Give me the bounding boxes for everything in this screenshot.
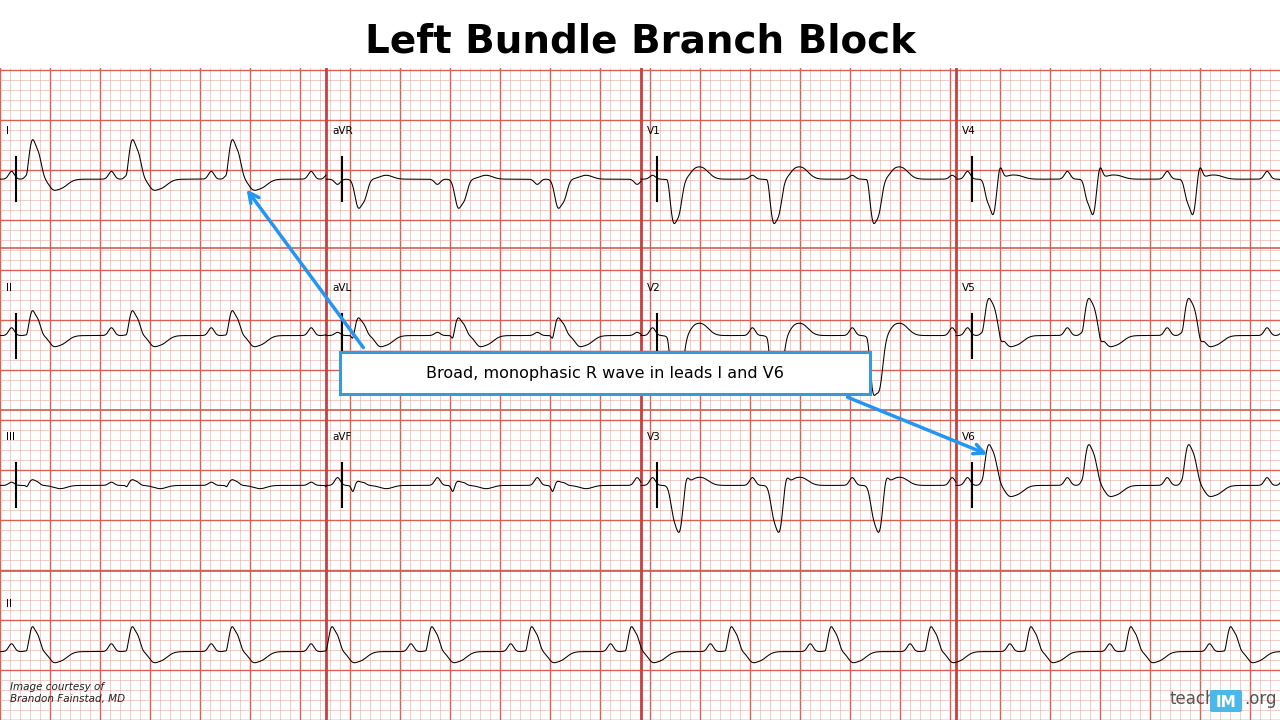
Text: IM: IM: [1216, 695, 1236, 709]
Text: .org: .org: [1244, 690, 1276, 708]
Text: II: II: [6, 282, 12, 292]
Text: teach: teach: [1170, 690, 1216, 708]
Text: Image courtesy of
Brandon Fainstad, MD: Image courtesy of Brandon Fainstad, MD: [10, 682, 125, 703]
Text: aVL: aVL: [332, 282, 351, 292]
Text: Broad, monophasic R wave in leads I and V6: Broad, monophasic R wave in leads I and …: [426, 366, 783, 381]
Text: V4: V4: [963, 126, 975, 136]
FancyBboxPatch shape: [340, 352, 870, 395]
Text: V2: V2: [646, 282, 660, 292]
Text: V3: V3: [646, 433, 660, 443]
Text: II: II: [6, 598, 12, 608]
Text: V5: V5: [963, 282, 975, 292]
Text: aVF: aVF: [332, 433, 352, 443]
Text: aVR: aVR: [332, 126, 352, 136]
FancyBboxPatch shape: [1210, 690, 1242, 712]
Text: V6: V6: [963, 433, 975, 443]
Text: III: III: [6, 433, 15, 443]
Text: Left Bundle Branch Block: Left Bundle Branch Block: [365, 22, 915, 60]
Text: V1: V1: [646, 126, 660, 136]
Text: I: I: [6, 126, 9, 136]
